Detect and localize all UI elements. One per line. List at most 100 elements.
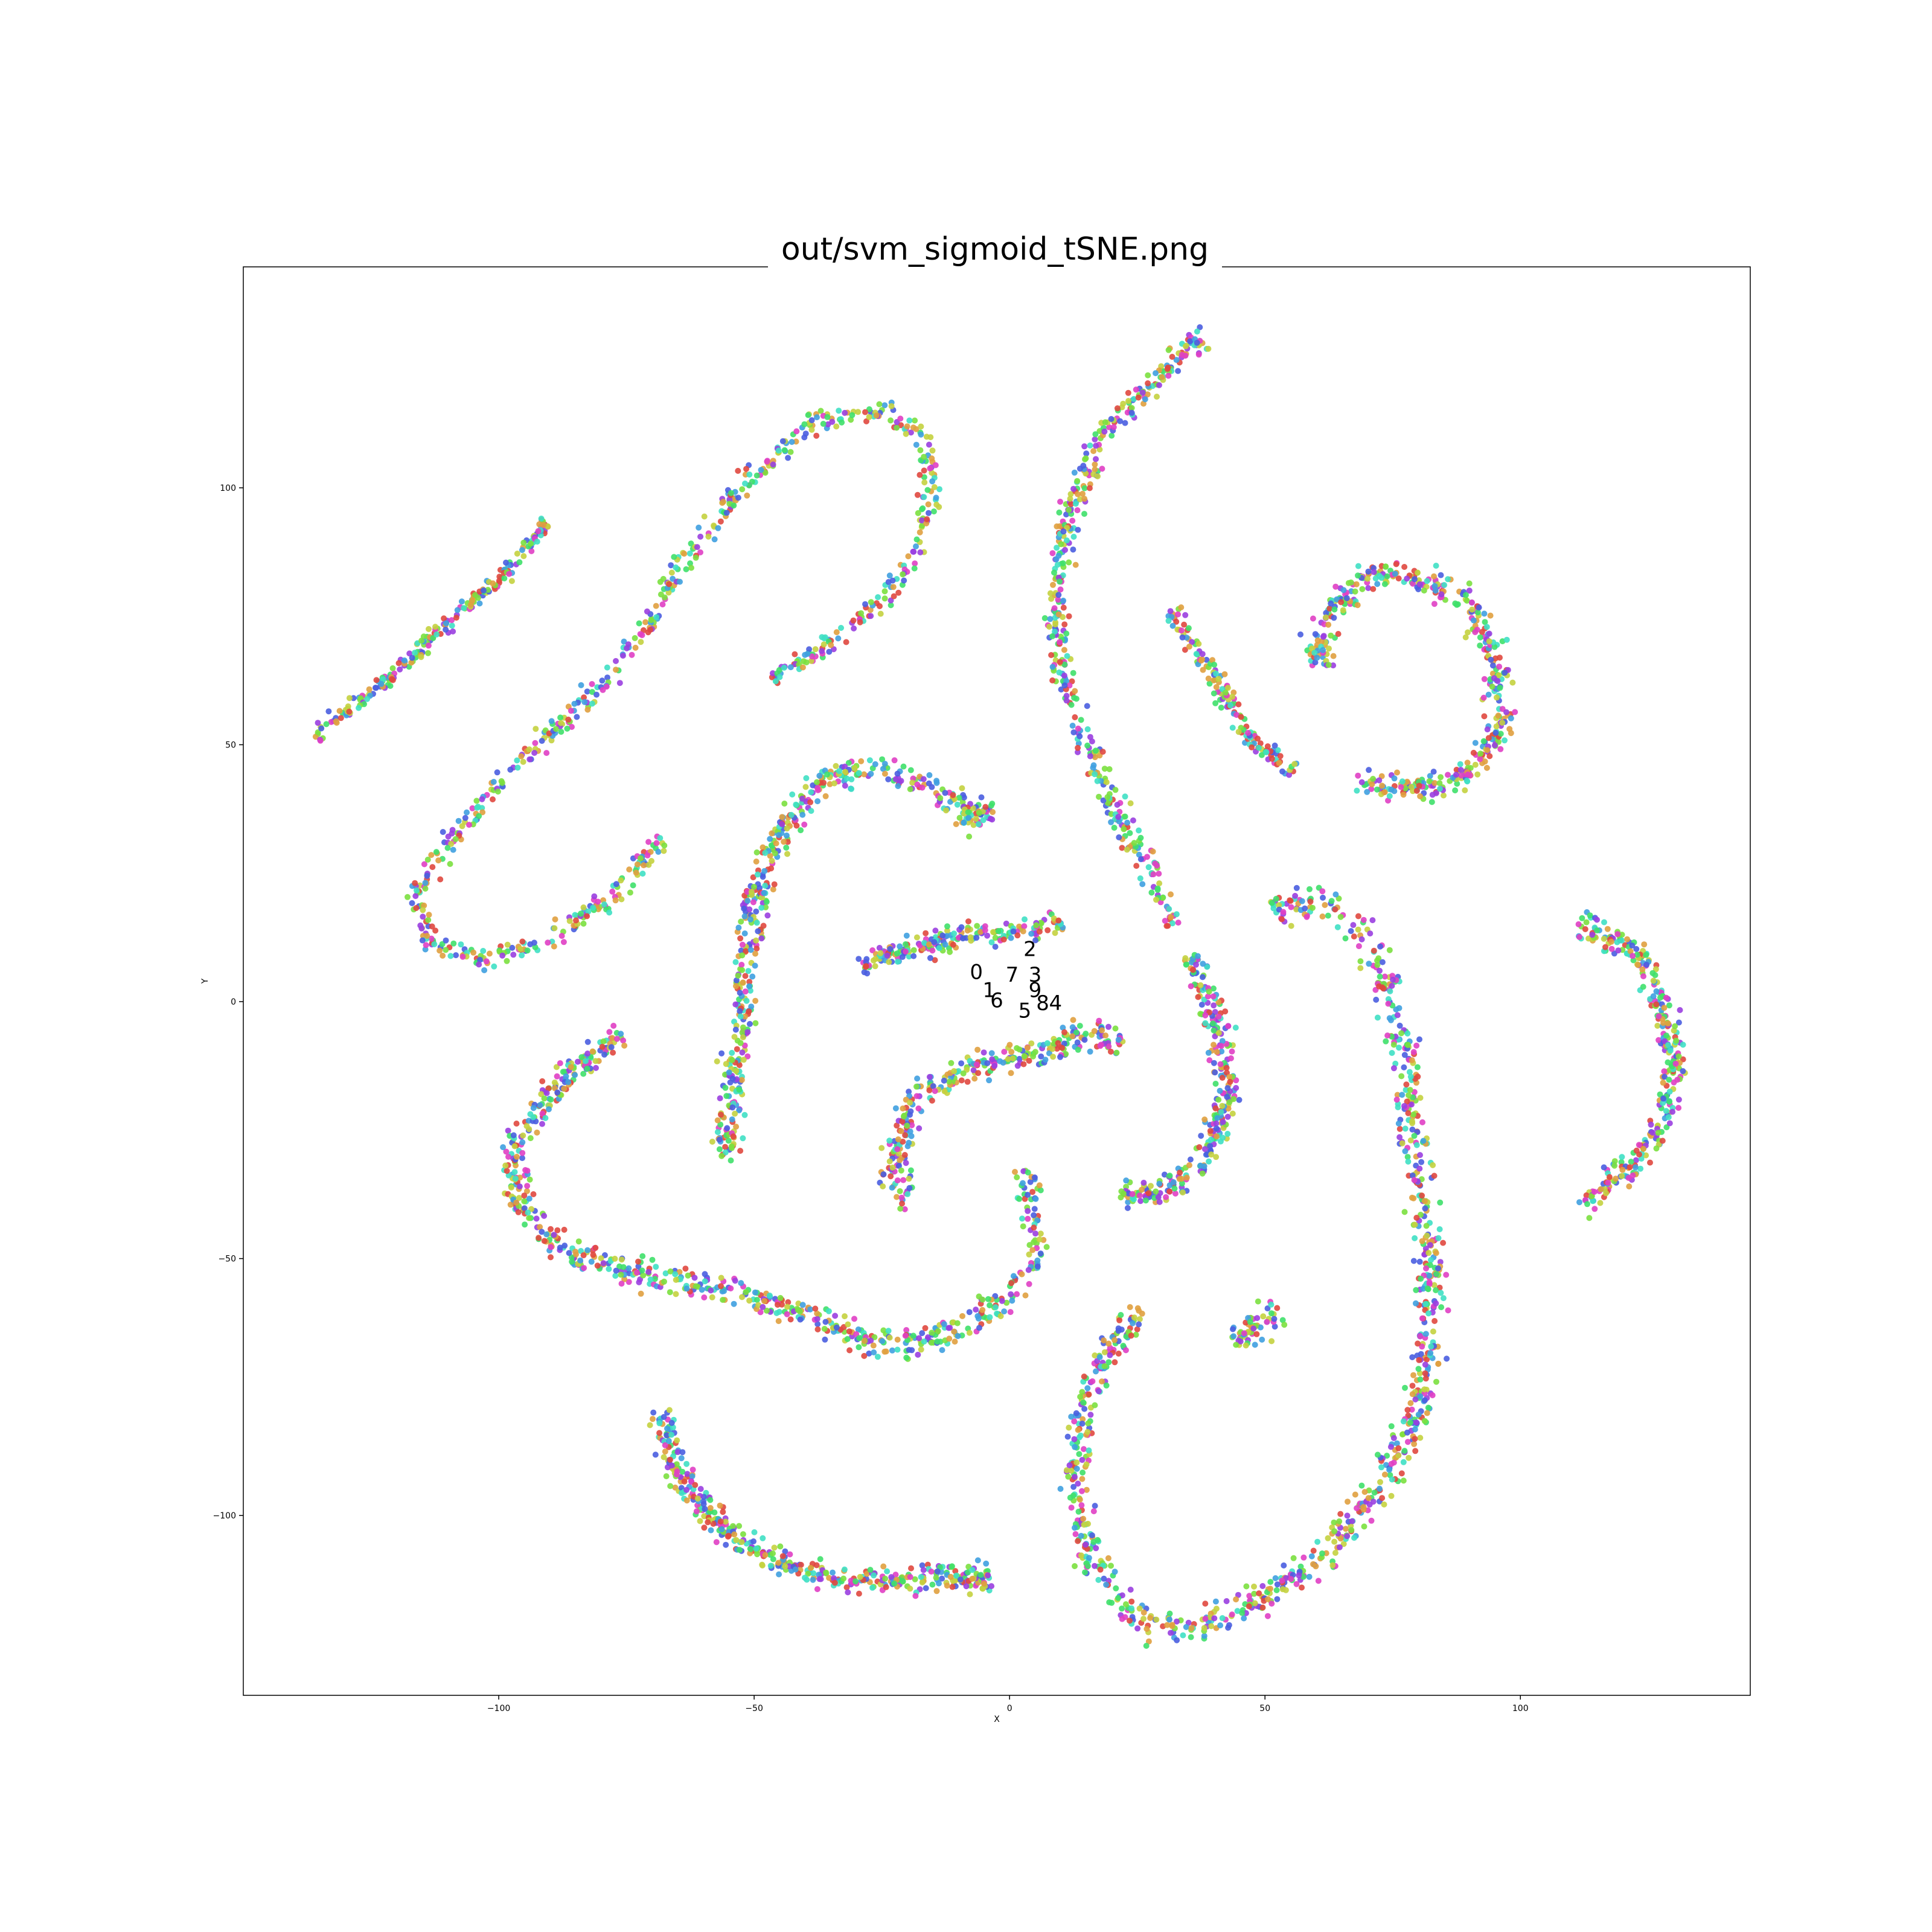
data-point-class-2 bbox=[346, 695, 353, 702]
data-point-class-2 bbox=[997, 1313, 1004, 1319]
data-point-class-6 bbox=[881, 402, 888, 409]
data-point-class-9 bbox=[902, 1332, 909, 1339]
data-point-class-6 bbox=[1108, 819, 1115, 825]
data-point-class-7 bbox=[1037, 1250, 1044, 1257]
data-point-class-1 bbox=[807, 1565, 814, 1571]
data-point-class-2 bbox=[1052, 930, 1058, 936]
data-point-class-0 bbox=[599, 1043, 606, 1050]
data-point-class-2 bbox=[701, 513, 708, 520]
data-point-class-5 bbox=[875, 594, 881, 601]
data-point-class-4 bbox=[1328, 898, 1335, 904]
data-point-class-3 bbox=[1145, 372, 1151, 379]
data-point-class-2 bbox=[504, 941, 511, 948]
data-point-class-3 bbox=[928, 1339, 935, 1346]
data-point-class-2 bbox=[732, 1110, 738, 1117]
data-point-class-0 bbox=[746, 979, 753, 985]
data-point-class-7 bbox=[1194, 339, 1200, 346]
data-point-class-8 bbox=[989, 1056, 996, 1063]
data-point-class-9 bbox=[1445, 772, 1451, 778]
data-point-class-1 bbox=[518, 753, 525, 760]
data-point-class-1 bbox=[971, 1075, 978, 1082]
data-point-class-6 bbox=[1124, 819, 1131, 826]
data-point-class-6 bbox=[830, 1569, 836, 1576]
data-point-class-2 bbox=[448, 840, 455, 847]
data-point-class-1 bbox=[900, 1105, 906, 1112]
data-point-class-7 bbox=[1064, 1433, 1071, 1440]
data-point-class-5 bbox=[760, 1535, 766, 1541]
data-point-class-6 bbox=[758, 467, 764, 473]
data-point-class-4 bbox=[1384, 573, 1390, 580]
data-point-class-2 bbox=[746, 1297, 753, 1304]
data-point-class-0 bbox=[656, 1430, 663, 1436]
data-point-class-4 bbox=[913, 536, 920, 543]
data-point-class-9 bbox=[1133, 386, 1139, 393]
data-point-class-7 bbox=[930, 1083, 936, 1089]
data-point-class-5 bbox=[1064, 653, 1070, 659]
data-point-class-8 bbox=[739, 1049, 746, 1056]
data-point-class-0 bbox=[1165, 923, 1171, 929]
data-point-class-5 bbox=[1087, 442, 1093, 449]
data-point-class-4 bbox=[578, 1054, 585, 1060]
data-point-class-9 bbox=[659, 601, 666, 608]
data-point-class-7 bbox=[668, 562, 674, 569]
data-point-class-5 bbox=[953, 1572, 959, 1579]
data-point-class-8 bbox=[1457, 767, 1464, 773]
data-point-class-9 bbox=[1129, 1191, 1136, 1197]
data-point-class-3 bbox=[1433, 1378, 1439, 1385]
data-point-class-1 bbox=[752, 950, 758, 957]
data-point-class-2 bbox=[661, 848, 667, 854]
data-point-class-7 bbox=[373, 685, 379, 691]
data-point-class-4 bbox=[1056, 509, 1063, 516]
data-point-class-8 bbox=[697, 1486, 704, 1492]
data-point-class-2 bbox=[877, 610, 884, 617]
data-point-class-0 bbox=[958, 1077, 965, 1084]
data-point-class-4 bbox=[921, 474, 927, 481]
data-point-class-4 bbox=[1374, 786, 1380, 793]
data-point-class-6 bbox=[1508, 715, 1514, 721]
data-point-class-9 bbox=[645, 839, 652, 845]
data-point-class-5 bbox=[954, 801, 961, 808]
data-point-class-0 bbox=[737, 935, 744, 942]
data-point-class-1 bbox=[863, 1570, 870, 1577]
data-point-class-2 bbox=[1049, 1046, 1056, 1052]
data-point-class-0 bbox=[539, 1078, 546, 1084]
data-point-class-9 bbox=[1026, 1281, 1032, 1287]
data-point-class-4 bbox=[716, 1146, 723, 1153]
data-point-class-0 bbox=[742, 973, 749, 979]
data-point-class-3 bbox=[848, 417, 854, 423]
data-point-class-8 bbox=[868, 1337, 874, 1344]
data-point-class-8 bbox=[1389, 982, 1395, 989]
data-point-class-0 bbox=[1169, 354, 1176, 360]
data-point-class-0 bbox=[932, 957, 938, 964]
data-point-class-1 bbox=[1495, 712, 1502, 719]
data-point-class-0 bbox=[1227, 1078, 1233, 1085]
data-point-class-0 bbox=[891, 593, 897, 600]
data-point-class-5 bbox=[686, 550, 693, 557]
data-point-class-1 bbox=[613, 667, 619, 673]
data-point-class-0 bbox=[545, 1085, 552, 1092]
data-point-class-0 bbox=[1116, 1317, 1123, 1323]
data-point-class-8 bbox=[1061, 673, 1067, 679]
data-point-class-6 bbox=[481, 967, 488, 973]
data-point-class-7 bbox=[1032, 937, 1039, 944]
data-point-class-2 bbox=[420, 907, 426, 913]
data-point-class-3 bbox=[447, 861, 453, 867]
data-point-class-3 bbox=[817, 408, 824, 414]
data-point-class-9 bbox=[609, 888, 616, 895]
data-point-class-6 bbox=[1481, 610, 1488, 617]
data-point-class-0 bbox=[1049, 677, 1056, 683]
data-point-class-5 bbox=[480, 948, 487, 954]
data-point-class-3 bbox=[979, 1296, 986, 1303]
data-point-class-1 bbox=[1431, 573, 1437, 580]
data-point-class-0 bbox=[1255, 735, 1261, 742]
data-point-class-9 bbox=[1480, 694, 1487, 701]
data-point-class-3 bbox=[640, 1272, 647, 1279]
data-point-class-6 bbox=[443, 620, 449, 627]
data-point-class-5 bbox=[474, 804, 481, 811]
data-point-class-2 bbox=[1136, 1316, 1143, 1322]
data-point-class-6 bbox=[581, 699, 588, 705]
data-point-class-3 bbox=[947, 948, 953, 955]
data-point-class-6 bbox=[1205, 1049, 1212, 1056]
data-point-class-4 bbox=[1127, 830, 1133, 836]
data-point-class-9 bbox=[1195, 351, 1202, 358]
